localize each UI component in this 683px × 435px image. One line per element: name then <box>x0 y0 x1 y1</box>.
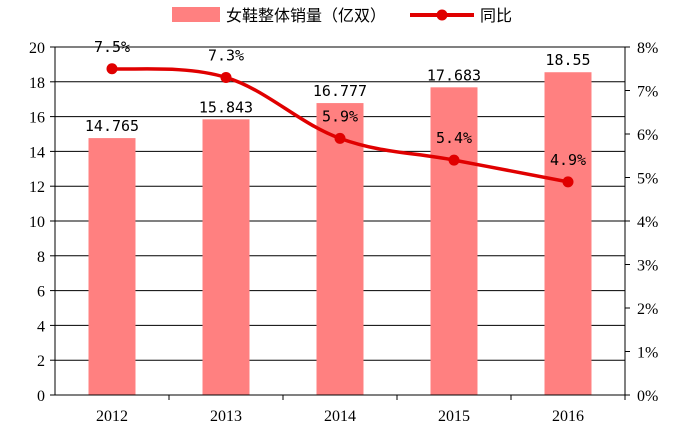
yoy-point-2016 <box>562 176 574 188</box>
left-tick-label-6: 6 <box>37 284 45 301</box>
x-tick-label-2014: 2014 <box>324 408 356 425</box>
right-tick-label-2: 2% <box>637 301 658 318</box>
left-tick-label-0: 0 <box>37 388 45 405</box>
right-tick-label-6: 6% <box>637 127 658 144</box>
left-tick-label-12: 12 <box>29 179 45 196</box>
left-tick-label-8: 8 <box>37 249 45 266</box>
data-labels: 14.765 15.843 16.777 17.683 18.55 7.5% 7.3% 5.9… <box>85 38 591 169</box>
bar-series <box>88 72 592 396</box>
axes: 0 2 4 6 8 10 12 14 16 18 20 0% 1% 2% 3% 4% 5% 6% 7% 8% 2012 2… <box>29 40 658 425</box>
left-tick-label-18: 18 <box>29 75 45 92</box>
right-tick-label-0: 0% <box>637 388 658 405</box>
legend-line-marker <box>436 9 448 21</box>
legend: 女鞋整体销量（亿双） 同比 <box>172 6 512 25</box>
right-tick-label-8: 8% <box>637 40 658 57</box>
right-tick-label-1: 1% <box>637 345 658 362</box>
right-tick-label-5: 5% <box>637 171 658 188</box>
left-tick-label-2: 2 <box>37 353 45 370</box>
yoy-label-2014: 5.9% <box>322 107 358 125</box>
left-tick-label-10: 10 <box>29 214 45 231</box>
line-series <box>106 63 574 188</box>
yoy-label-2013: 7.3% <box>208 46 244 64</box>
legend-bar-swatch <box>172 7 220 22</box>
yoy-point-2014 <box>334 132 346 144</box>
left-tick-label-16: 16 <box>29 110 45 127</box>
yoy-label-2015: 5.4% <box>436 129 472 147</box>
bar-label-2013: 15.843 <box>199 98 253 116</box>
bar-2012 <box>88 138 136 396</box>
right-tick-label-3: 3% <box>637 258 658 275</box>
bar-label-2015: 17.683 <box>427 66 481 84</box>
right-tick-label-4: 4% <box>637 214 658 231</box>
bar-2013 <box>202 119 250 396</box>
bar-2016 <box>544 72 592 395</box>
bar-2014 <box>316 103 364 395</box>
bar-2015 <box>430 87 478 396</box>
yoy-point-2015 <box>448 154 460 166</box>
x-tick-label-2015: 2015 <box>438 408 470 425</box>
left-tick-label-20: 20 <box>29 40 45 57</box>
bar-label-2012: 14.765 <box>85 117 139 135</box>
yoy-label-2016: 4.9% <box>550 151 586 169</box>
legend-line-label: 同比 <box>480 6 512 25</box>
x-tick-label-2016: 2016 <box>552 408 584 425</box>
yoy-label-2012: 7.5% <box>94 38 130 56</box>
bar-label-2014: 16.777 <box>313 82 367 100</box>
yoy-point-2012 <box>106 63 118 75</box>
left-tick-label-4: 4 <box>37 318 45 335</box>
x-tick-label-2013: 2013 <box>210 408 242 425</box>
legend-bar-label: 女鞋整体销量（亿双） <box>226 6 386 25</box>
x-tick-label-2012: 2012 <box>96 408 128 425</box>
bar-label-2016: 18.55 <box>545 51 590 69</box>
left-tick-label-14: 14 <box>29 144 45 161</box>
yoy-point-2013 <box>220 71 232 83</box>
right-tick-label-7: 7% <box>637 84 658 101</box>
